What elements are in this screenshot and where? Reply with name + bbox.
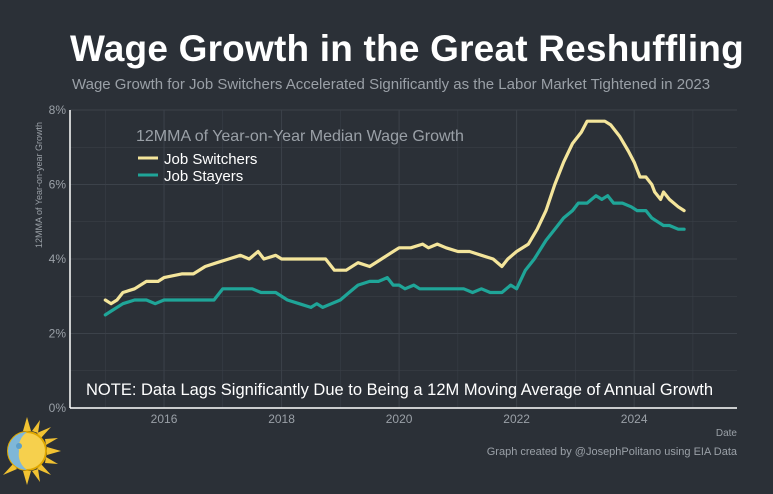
x-tick-label: 2018 bbox=[268, 412, 295, 426]
x-tick-label: 2022 bbox=[503, 412, 530, 426]
x-axis-label: Date bbox=[716, 428, 738, 439]
x-tick-label: 2020 bbox=[386, 412, 413, 426]
y-tick-label: 6% bbox=[49, 178, 67, 192]
x-tick-label: 2016 bbox=[151, 412, 178, 426]
chart-subtitle: Wage Growth for Job Switchers Accelerate… bbox=[72, 76, 711, 93]
series-line-job-stayers bbox=[103, 194, 686, 317]
y-tick-label: 2% bbox=[49, 327, 67, 341]
y-tick-label: 0% bbox=[49, 401, 67, 415]
y-tick-label: 8% bbox=[49, 103, 67, 117]
legend-title: 12MMA of Year-on-Year Median Wage Growth bbox=[136, 128, 464, 145]
sun-logo-icon bbox=[3, 417, 61, 485]
legend-label-switchers: Job Switchers bbox=[164, 151, 257, 168]
legend-label-stayers: Job Stayers bbox=[164, 168, 243, 185]
series-line-job-switchers bbox=[103, 119, 686, 306]
source-credit: Graph created by @JosephPolitano using E… bbox=[486, 446, 737, 458]
x-tick-label: 2024 bbox=[621, 412, 648, 426]
y-tick-label: 4% bbox=[49, 252, 67, 266]
chart-annotation: NOTE: Data Lags Significantly Due to Bei… bbox=[86, 381, 713, 399]
y-axis-label: 12MMA of Year-on-year Growth bbox=[34, 122, 44, 248]
legend: 12MMA of Year-on-Year Median Wage Growth… bbox=[136, 128, 464, 185]
chart-title: Wage Growth in the Great Reshuffling bbox=[70, 28, 744, 69]
